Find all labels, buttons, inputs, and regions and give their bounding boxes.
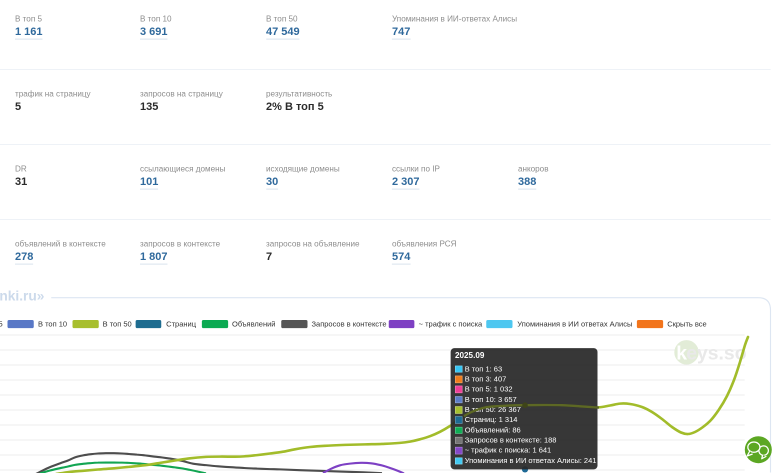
svg-text:eys.so: eys.so [686,342,746,364]
svg-text:k: k [676,342,687,364]
